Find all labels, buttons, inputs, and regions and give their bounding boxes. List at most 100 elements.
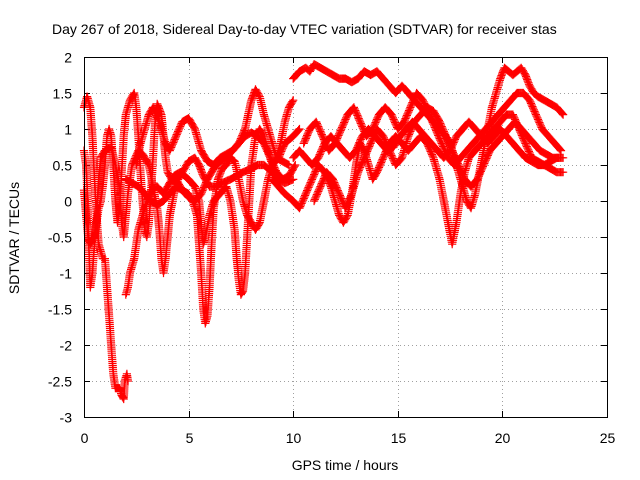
data-point: [528, 102, 537, 111]
data-point: [353, 143, 362, 152]
data-point: [373, 166, 382, 175]
data-point: [335, 191, 344, 200]
data-point: [304, 128, 313, 137]
data-point: [268, 158, 277, 167]
data-point: [312, 190, 321, 199]
data-point: [436, 136, 445, 145]
data-point: [357, 120, 366, 130]
data-point: [351, 146, 361, 155]
data-point: [301, 136, 310, 145]
data-point: [375, 161, 384, 170]
data-point: [425, 112, 434, 121]
data-point: [296, 202, 305, 211]
y-tick-label: -2.5: [48, 374, 72, 390]
data-point: [201, 178, 211, 187]
data-point: [123, 376, 132, 386]
data-point: [439, 142, 448, 151]
data-point: [404, 106, 414, 115]
data-point: [346, 192, 355, 202]
data-point: [297, 199, 306, 208]
data-point: [317, 128, 326, 138]
data-point: [296, 200, 305, 210]
data-point: [407, 100, 416, 109]
data-point: [354, 140, 363, 149]
data-point: [374, 164, 383, 174]
data-point: [430, 121, 439, 130]
data-point: [304, 183, 313, 192]
data-point: [341, 115, 350, 124]
data-point: [352, 144, 361, 154]
data-point: [350, 104, 359, 114]
data-point: [152, 111, 161, 120]
x-axis-title: GPS time / hours: [292, 457, 399, 473]
data-point: [167, 143, 176, 152]
data-point: [354, 114, 363, 123]
data-point: [307, 175, 317, 184]
y-tick-label: 1: [64, 122, 72, 138]
data-point: [337, 123, 347, 132]
data-point: [317, 145, 326, 154]
data-point: [524, 145, 533, 154]
data-point: [153, 114, 162, 123]
data-point: [318, 177, 327, 186]
data-point: [353, 111, 362, 120]
data-point: [342, 212, 351, 221]
y-tick-label: -2: [60, 338, 73, 354]
x-tick-label: 25: [600, 430, 616, 446]
data-point: [303, 186, 312, 195]
data-point: [269, 161, 278, 170]
data-point: [259, 139, 268, 148]
data-point: [428, 152, 437, 161]
data-point: [418, 96, 427, 105]
data-point: [313, 188, 322, 198]
data-point: [400, 116, 409, 125]
data-point: [314, 185, 324, 194]
data-point: [199, 184, 208, 194]
data-point: [337, 196, 347, 205]
data-point: [311, 193, 320, 202]
data-point: [89, 234, 98, 243]
data-point: [342, 200, 351, 210]
data-point: [388, 112, 397, 121]
data-point: [351, 106, 360, 115]
data-point: [300, 137, 309, 146]
data-point: [372, 115, 381, 124]
data-point: [294, 125, 303, 135]
data-point: [533, 113, 542, 122]
data-point: [149, 104, 158, 114]
data-point: [295, 204, 304, 213]
data-point: [529, 104, 538, 113]
data-point: [168, 140, 177, 149]
data-point: [390, 118, 400, 127]
data-point: [522, 142, 531, 151]
data-point: [298, 196, 308, 205]
data-point: [349, 103, 358, 112]
data-point: [356, 117, 365, 126]
data-point: [299, 139, 308, 148]
data-point: [556, 145, 565, 154]
data-point: [343, 199, 352, 208]
data-point: [356, 119, 365, 128]
data-point: [264, 148, 273, 158]
data-point: [308, 173, 317, 182]
data-point: [174, 127, 183, 136]
data-point: [301, 191, 310, 200]
data-point: [403, 109, 412, 118]
data-point: [559, 110, 568, 119]
data-point: [151, 109, 160, 118]
data-point: [342, 202, 351, 211]
data-point: [335, 128, 344, 137]
data-point: [316, 127, 325, 136]
data-point: [370, 120, 379, 129]
data-point: [316, 148, 325, 158]
data-point: [150, 106, 159, 115]
data-point: [260, 140, 269, 150]
data-point: [526, 99, 536, 108]
data-point: [317, 179, 326, 188]
y-tick-label: 1.5: [53, 86, 73, 102]
data-point: [438, 140, 447, 150]
data-point: [372, 116, 381, 126]
data-point: [306, 178, 315, 187]
data-point: [524, 147, 533, 156]
